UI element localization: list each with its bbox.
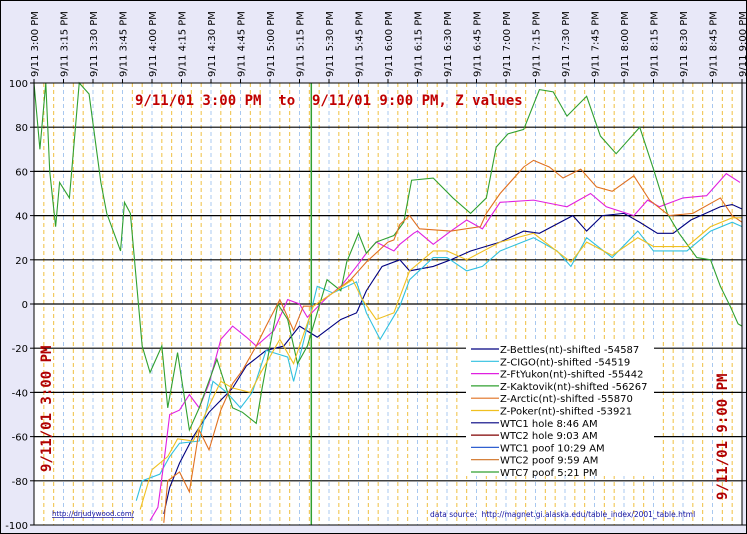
legend-label: WTC7 poof 5:21 PM [500,468,598,479]
legend: Z-Bettles(nt)-shifted -54587Z-CIGO(nt)-s… [466,342,654,479]
x-tick-label: 9/11 3:45 PM [119,11,130,77]
x-tick-label: 9/11 5:30 PM [325,11,336,77]
x-tick-label: 9/11 3:15 PM [60,11,71,77]
x-tick-label: 9/11 7:15 PM [532,11,543,77]
chart-title: 9/11/01 3:00 PM to 9/11/01 9:00 PM, Z va… [135,93,523,109]
y-tick-label: 100 [9,79,28,90]
x-tick-label: 9/11 6:30 PM [443,11,454,77]
x-tick-label: 9/11 6:00 PM [384,11,395,77]
website-link[interactable]: http://drjudywood.com/ [52,510,135,518]
x-tick-label: 9/11 6:15 PM [414,11,425,77]
y-tick-label: -60 [12,433,28,444]
x-tick-label: 9/11 3:00 PM [30,11,41,77]
plot-border [33,82,743,526]
series-line [33,81,743,432]
legend-label: Z-Bettles(nt)-shifted -54587 [500,345,639,356]
y-tick-label: -100 [5,521,28,532]
x-tick-label: 9/11 8:30 PM [679,11,690,77]
y-tick-label: -20 [12,344,28,355]
x-tick-label: 9/11 5:45 PM [355,11,366,77]
y-tick-label: 80 [15,123,28,134]
y-tick-label: 0 [22,300,28,311]
legend-label: WTC1 poof 10:29 AM [500,443,605,454]
data-source: data source: http://magnet.gi.alaska.edu… [430,510,695,519]
legend-label: Z-Poker(nt)-shifted -53921 [500,407,632,418]
x-tick-label: 9/11 4:45 PM [237,11,248,77]
x-tick-label: 9/11 4:15 PM [178,11,189,77]
x-tick-label: 9/11 7:45 PM [591,11,602,77]
x-tick-label: 9/11 8:45 PM [709,11,720,77]
x-tick-label: 9/11 4:00 PM [148,11,159,77]
series-line [163,159,743,523]
x-tick-label: 9/11 8:15 PM [650,11,661,77]
x-tick-label: 9/11 5:15 PM [296,11,307,77]
y-tick-label: 40 [15,212,28,223]
x-tick-label: 9/11 6:45 PM [473,11,484,77]
y-tick-label: 60 [15,167,28,178]
legend-background [466,342,654,476]
y-tick-labels: 100 80 60 40 20 0 -20 -40 -60 -80 -100 [5,79,28,532]
x-tick-label: 9/11 8:00 PM [620,11,631,77]
y-tick-label: -80 [12,477,28,488]
x-tick-label: 9/11 7:00 PM [502,11,513,77]
legend-label: WTC1 hole 8:46 AM [500,419,598,430]
left-time-label: 9/11/01 3:00 PM [39,346,55,472]
legend-label: Z-Kaktovik(nt)-shifted -56267 [500,382,647,393]
series-lines [33,81,743,523]
x-tick-label: 9/11 5:00 PM [266,11,277,77]
series-line [139,217,742,510]
x-tick-label: 9/11 9:00 PM [738,11,747,77]
legend-label: Z-Arctic(nt)-shifted -55870 [500,394,633,405]
legend-label: Z-FtYukon(nt)-shifted -55442 [500,370,644,381]
x-tick-label: 9/11 3:30 PM [89,11,100,77]
legend-label: WTC2 hole 9:03 AM [500,431,598,442]
legend-label: Z-CIGO(nt)-shifted -54519 [500,357,630,368]
x-tick-label: 9/11 7:30 PM [561,11,572,77]
x-tick-labels: 9/11 3:00 PM 9/11 3:15 PM 9/11 3:30 PM 9/11… [30,11,747,83]
legend-label: WTC2 poof 9:59 AM [500,456,598,467]
right-time-label: 9/11/01 9:00 PM [715,374,731,500]
y-tick-label: -40 [12,388,28,399]
x-tick-label: 9/11 4:30 PM [207,11,218,77]
series-line [135,221,743,501]
y-tick-label: 20 [15,256,28,267]
